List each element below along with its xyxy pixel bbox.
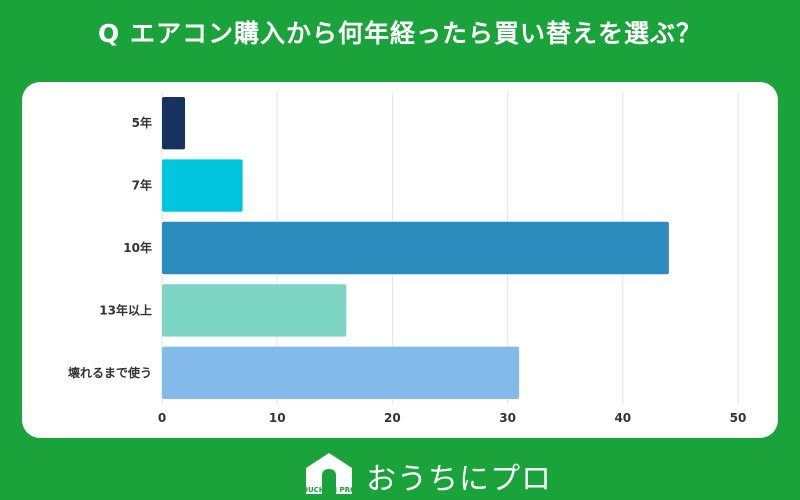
page-title: Q エアコン購入から何年経ったら買い替えを選ぶ？ xyxy=(98,19,702,48)
category-label-0: 5年 xyxy=(132,115,152,130)
house-icon xyxy=(306,453,352,494)
bar-2 xyxy=(162,221,669,275)
footer: OUCHI ni PRO おうちにプロ xyxy=(0,448,800,500)
brand-name: おうちにプロ xyxy=(366,462,552,497)
x-tick-label-0: 0 xyxy=(158,411,166,425)
category-label-1: 7年 xyxy=(132,178,152,193)
category-label-3: 13年以上 xyxy=(99,302,152,317)
x-tick-label-10: 10 xyxy=(269,411,286,425)
logo-text: OUCHI ni PRO xyxy=(302,486,356,494)
bar-4 xyxy=(162,346,520,400)
category-label-4: 壊れるまで使う xyxy=(68,365,152,380)
chart-card: 0 10 20 30 40 50 5年 7年 10年 13年以上壊れるまで使う xyxy=(22,82,778,438)
x-tick-label-40: 40 xyxy=(614,411,631,425)
bar-3 xyxy=(162,284,347,337)
x-tick-label-50: 50 xyxy=(730,411,747,425)
x-tick-label-30: 30 xyxy=(499,411,516,425)
x-tick-label-20: 20 xyxy=(384,411,401,425)
bar-0 xyxy=(162,96,186,150)
bar-1 xyxy=(162,159,243,212)
category-label-2: 10年 xyxy=(123,240,152,255)
